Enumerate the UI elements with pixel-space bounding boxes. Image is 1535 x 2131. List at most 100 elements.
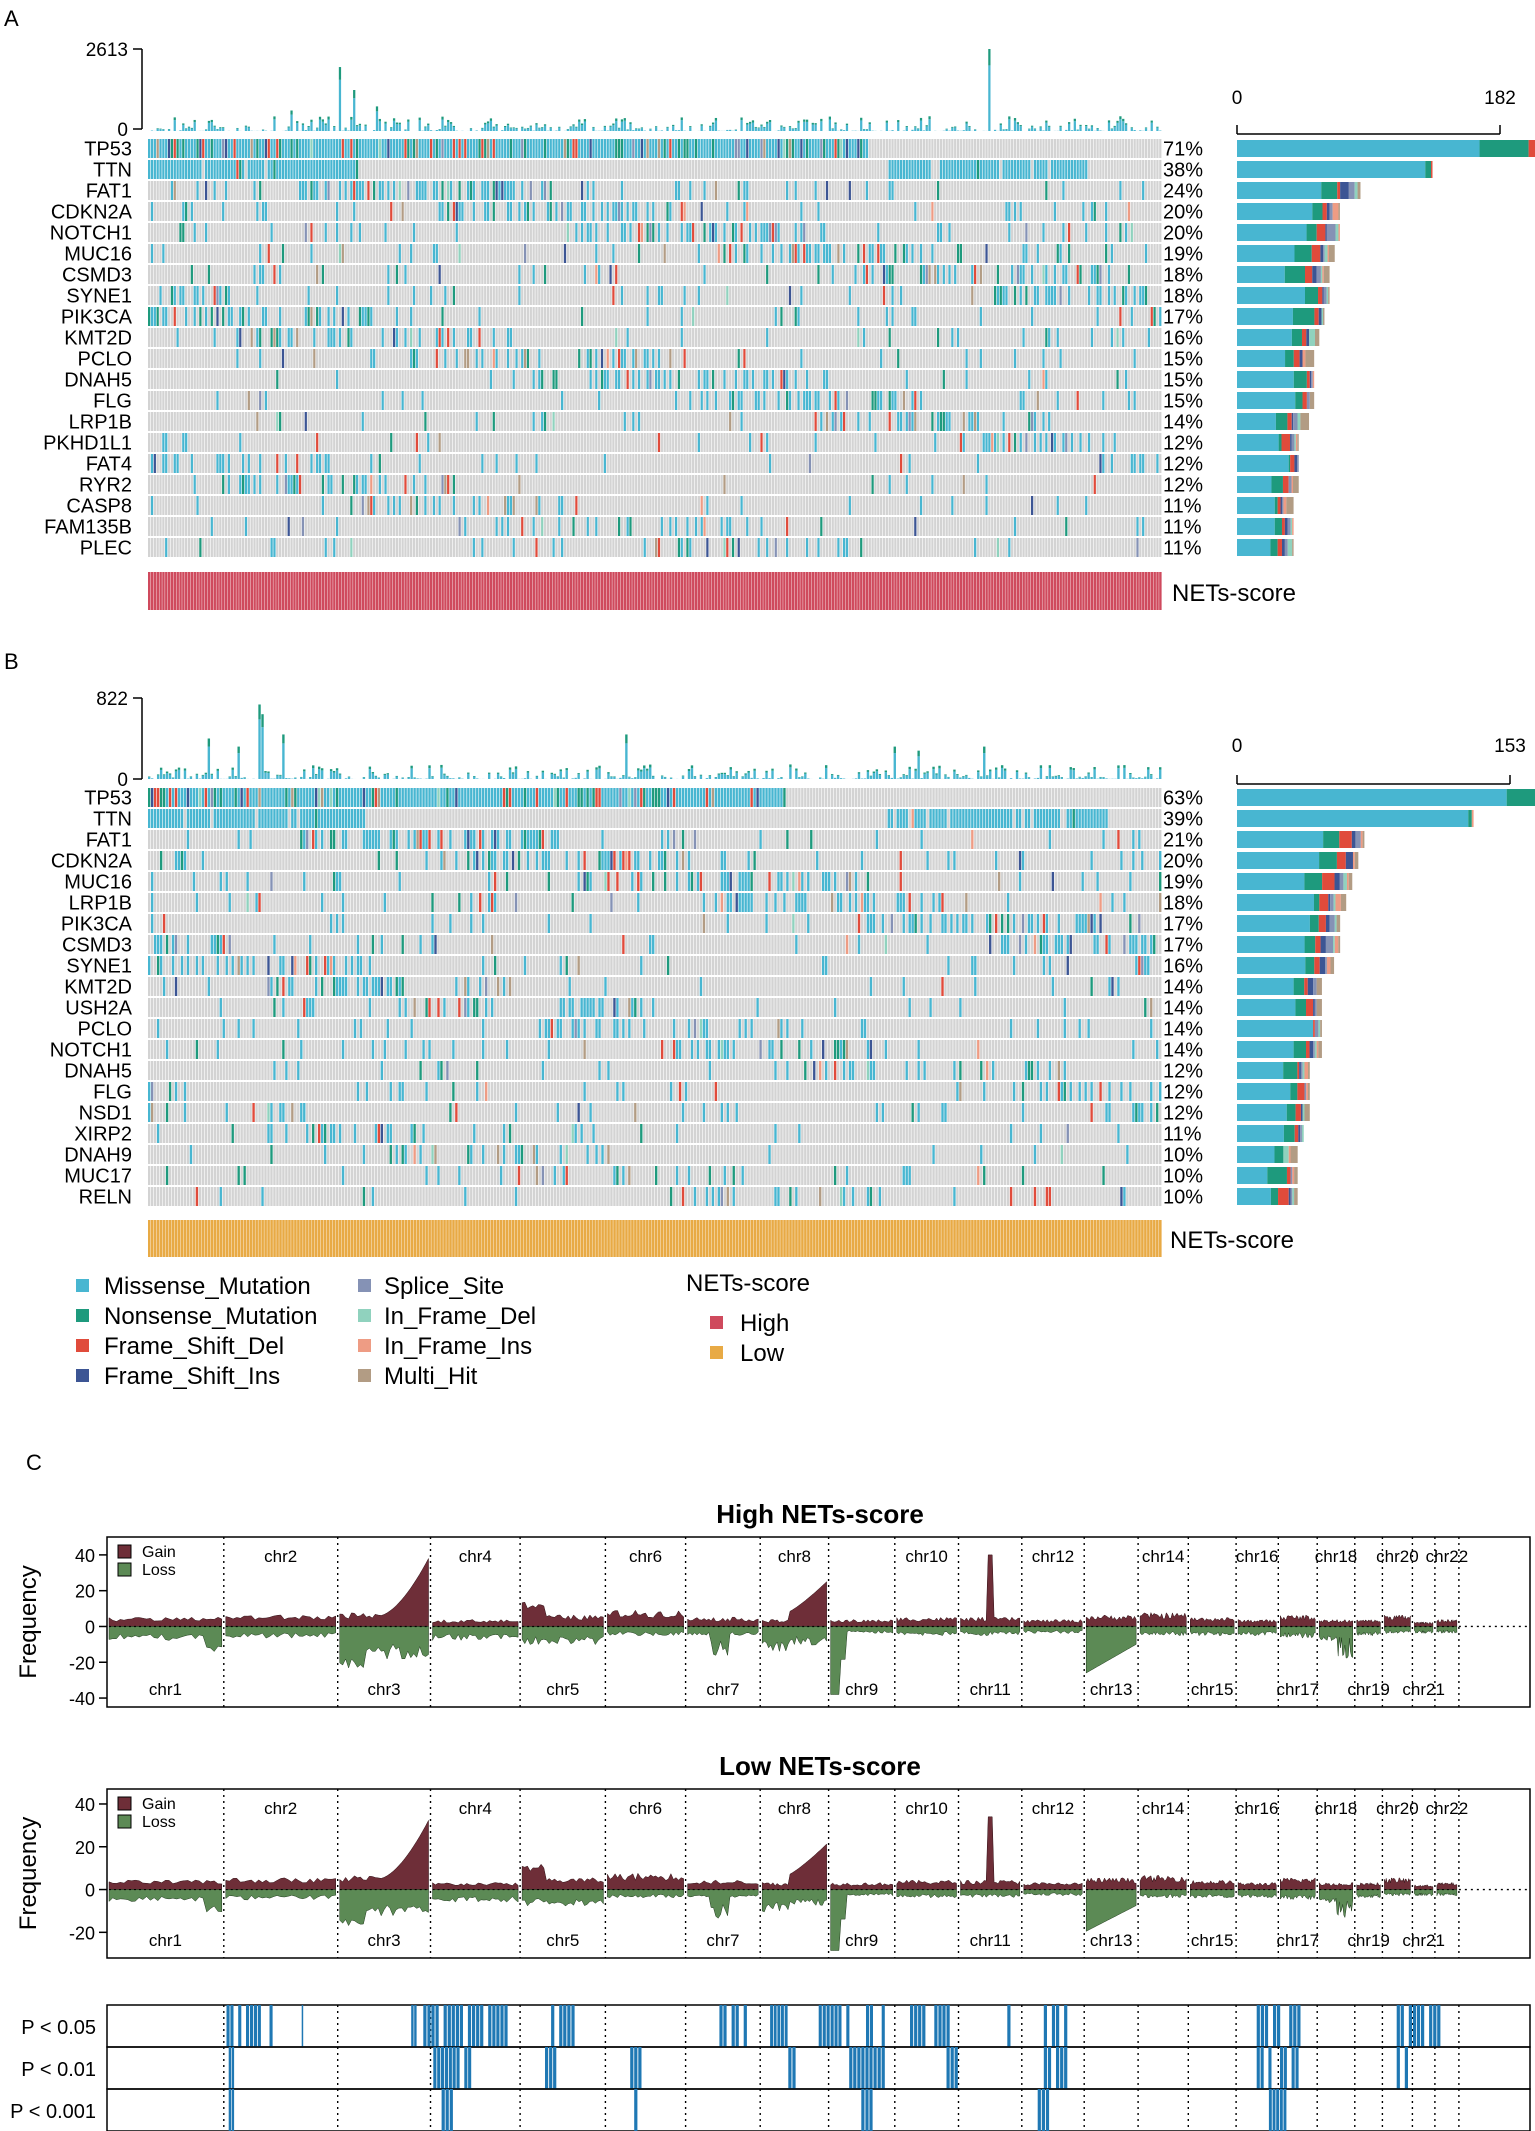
matrix-cell xyxy=(643,328,646,347)
matrix-cell xyxy=(538,223,541,242)
matrix-cell xyxy=(1076,139,1079,158)
matrix-cell xyxy=(207,160,211,179)
matrix-cell xyxy=(182,181,185,200)
tmb-bar xyxy=(162,129,165,131)
matrix-cell xyxy=(350,307,353,326)
matrix-cell xyxy=(287,265,290,284)
matrix-cell xyxy=(737,160,740,179)
matrix-cell xyxy=(777,265,780,284)
matrix-cell xyxy=(979,244,982,263)
matrix-cell xyxy=(467,181,470,200)
matrix-cell xyxy=(532,223,535,242)
matrix-cell xyxy=(307,286,310,305)
matrix-cell xyxy=(606,202,609,221)
matrix-cell xyxy=(700,265,703,284)
matrix-cell xyxy=(341,223,344,242)
matrix-cell xyxy=(578,139,581,158)
matrix-cell xyxy=(301,349,305,368)
matrix-cell xyxy=(979,328,982,347)
matrix-cell xyxy=(1136,181,1139,200)
matrix-cell xyxy=(860,244,863,263)
matrix-cell xyxy=(1022,370,1025,389)
matrix-cell xyxy=(572,181,575,200)
matrix-cell xyxy=(239,391,242,410)
matrix-cell xyxy=(1028,286,1031,305)
matrix-cell xyxy=(185,160,188,179)
matrix-cell xyxy=(1070,244,1074,263)
matrix-cell xyxy=(424,223,427,242)
matrix-cell xyxy=(296,244,299,263)
matrix-cell xyxy=(948,160,951,179)
matrix-cell xyxy=(1144,223,1148,242)
matrix-cell xyxy=(743,286,746,305)
matrix-cell xyxy=(914,349,917,368)
matrix-cell xyxy=(974,181,977,200)
matrix-cell xyxy=(523,139,527,158)
tmb-bar xyxy=(301,124,305,131)
matrix-cell xyxy=(714,139,718,158)
matrix-cell xyxy=(236,181,239,200)
matrix-cell xyxy=(563,370,567,389)
matrix-cell xyxy=(435,349,438,368)
matrix-cell xyxy=(891,202,894,221)
matrix-cell xyxy=(404,328,407,347)
matrix-cell xyxy=(660,307,663,326)
matrix-cell xyxy=(469,181,473,200)
matrix-cell xyxy=(595,391,598,410)
matrix-cell xyxy=(720,307,723,326)
matrix-cell xyxy=(541,139,544,158)
matrix-cell xyxy=(825,265,829,284)
matrix-cell xyxy=(327,202,330,221)
matrix-cell xyxy=(897,139,900,158)
matrix-cell xyxy=(296,160,299,179)
matrix-cell xyxy=(640,223,644,242)
matrix-cell xyxy=(882,202,886,221)
matrix-cell xyxy=(353,328,356,347)
matrix-cell xyxy=(521,244,524,263)
matrix-cell xyxy=(706,160,709,179)
tmb-bar-segment xyxy=(495,124,498,126)
matrix-cell xyxy=(823,160,826,179)
matrix-cell xyxy=(1079,370,1082,389)
matrix-cell xyxy=(555,139,558,158)
matrix-cell xyxy=(148,307,151,326)
matrix-cell xyxy=(219,160,222,179)
matrix-cell xyxy=(891,181,894,200)
matrix-cell xyxy=(626,370,629,389)
matrix-cell xyxy=(569,286,572,305)
matrix-cell xyxy=(711,160,715,179)
matrix-cell xyxy=(580,160,584,179)
matrix-cell xyxy=(646,244,649,263)
matrix-cell xyxy=(583,307,587,326)
matrix-cell xyxy=(848,328,851,347)
matrix-cell xyxy=(541,370,544,389)
matrix-cell xyxy=(1013,265,1017,284)
matrix-cell xyxy=(800,181,803,200)
matrix-cell xyxy=(805,244,809,263)
matrix-cell xyxy=(227,286,230,305)
matrix-cell xyxy=(216,307,219,326)
matrix-cell xyxy=(697,202,700,221)
matrix-cell xyxy=(207,139,211,158)
matrix-cell xyxy=(1008,160,1011,179)
matrix-cell xyxy=(458,223,461,242)
matrix-cell xyxy=(717,202,720,221)
matrix-cell xyxy=(959,160,963,179)
matrix-cell xyxy=(452,223,456,242)
matrix-cell xyxy=(1056,349,1059,368)
matrix-cell xyxy=(427,139,430,158)
tmb-bar-segment xyxy=(407,119,410,122)
matrix-cell xyxy=(259,307,262,326)
matrix-cell xyxy=(603,328,606,347)
matrix-cell xyxy=(213,139,216,158)
matrix-cell xyxy=(700,223,703,242)
matrix-cell xyxy=(623,307,626,326)
tmb-bar xyxy=(897,122,900,131)
matrix-cell xyxy=(412,181,416,200)
matrix-cell xyxy=(256,349,259,368)
matrix-cell xyxy=(825,181,829,200)
matrix-cell xyxy=(250,349,253,368)
matrix-cell xyxy=(259,139,262,158)
matrix-cell xyxy=(213,286,216,305)
tmb-bar-segment xyxy=(484,122,487,125)
